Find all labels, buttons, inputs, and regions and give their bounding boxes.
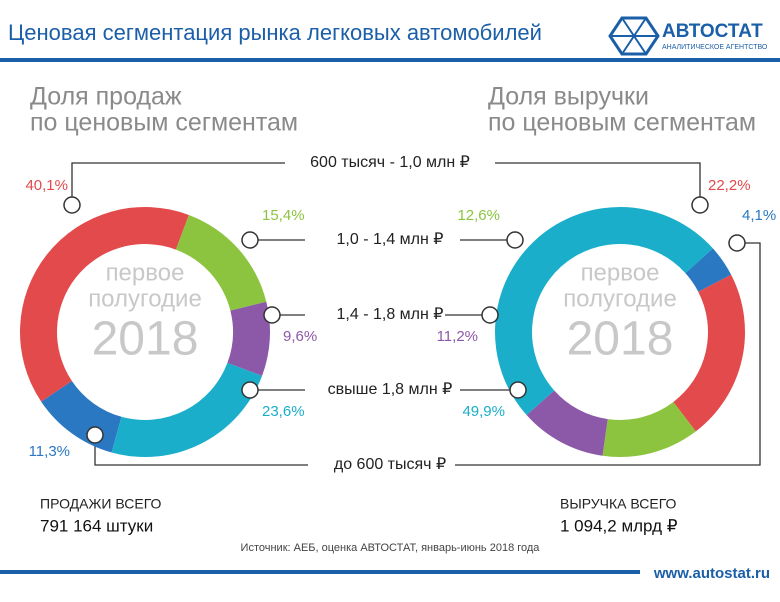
segment-label: 600 тысяч - 1,0 млн ₽ [310,154,470,171]
donut-segment [673,274,745,432]
value-label: 11,3% [29,443,70,460]
chart-title: Доля выручки [488,83,649,111]
connector [495,162,701,205]
donut-segment [111,362,263,457]
marker-dot [691,196,709,214]
logo-icon [621,17,647,55]
center-text: первое [581,259,660,286]
total-label: ВЫРУЧКА ВСЕГО [560,496,676,512]
connector [455,242,761,466]
marker-dot [263,306,281,324]
value-label: 15,4% [262,207,305,224]
logo: АВТОСТАТ АНАЛИТИЧЕСКОЕ АГЕНТСТВО [608,16,768,56]
center-text: 2018 [92,313,199,366]
logo-text: АВТОСТАТ [662,21,763,42]
donut-segment [602,401,696,457]
center-text: полугодие [563,285,677,312]
value-label: 12,6% [457,207,500,224]
marker-dot [86,426,104,444]
donut-segment [685,248,732,292]
source: Источник: АЕБ, оценка АВТОСТАТ, январь-и… [241,542,541,554]
value-label: 22,2% [708,177,751,194]
segment-label: свыше 1,8 млн ₽ [328,381,453,398]
chart-title: по ценовым сегментам [488,109,756,137]
segment-label: до 600 тысяч ₽ [334,456,446,473]
marker-dot [241,231,259,249]
header-rule [0,58,780,62]
value-label: 40,1% [25,177,68,194]
donut-segment [19,206,189,402]
value-label: 9,6% [283,328,317,345]
donut-segment [526,390,608,456]
segment-label: 1,4 - 1,8 млн ₽ [337,306,444,323]
marker-dot [728,234,746,252]
connector [71,162,285,205]
center-text: первое [106,259,185,286]
chart-title: Доля продаж [30,83,182,111]
segment-label: 1,0 - 1,4 млн ₽ [337,231,444,248]
total-label: ПРОДАЖИ ВСЕГО [40,496,161,512]
total-value: 791 164 штуки [40,516,153,535]
value-label: 49,9% [462,403,505,420]
value-label: 11,2% [437,328,478,345]
chart-title: по ценовым сегментам [30,109,298,137]
page-title: Ценовая сегментация рынка легковых автом… [8,20,542,45]
value-label: 4,1% [742,207,776,224]
donut-segment [175,214,267,311]
donut-segment [494,206,713,416]
url: www.autostat.ru [653,565,770,582]
total-value: 1 094,2 млрд ₽ [560,516,678,535]
marker-dot [509,381,527,399]
footer-rule [0,570,640,574]
center-text: 2018 [567,313,674,366]
center-text: полугодие [88,285,202,312]
marker-dot [506,231,524,249]
logo-subtitle: АНАЛИТИЧЕСКОЕ АГЕНТСТВО [662,44,768,51]
marker-dot [481,306,499,324]
marker-dot [241,381,259,399]
donut-segment [227,301,270,376]
marker-dot [63,196,81,214]
value-label: 23,6% [262,403,305,420]
